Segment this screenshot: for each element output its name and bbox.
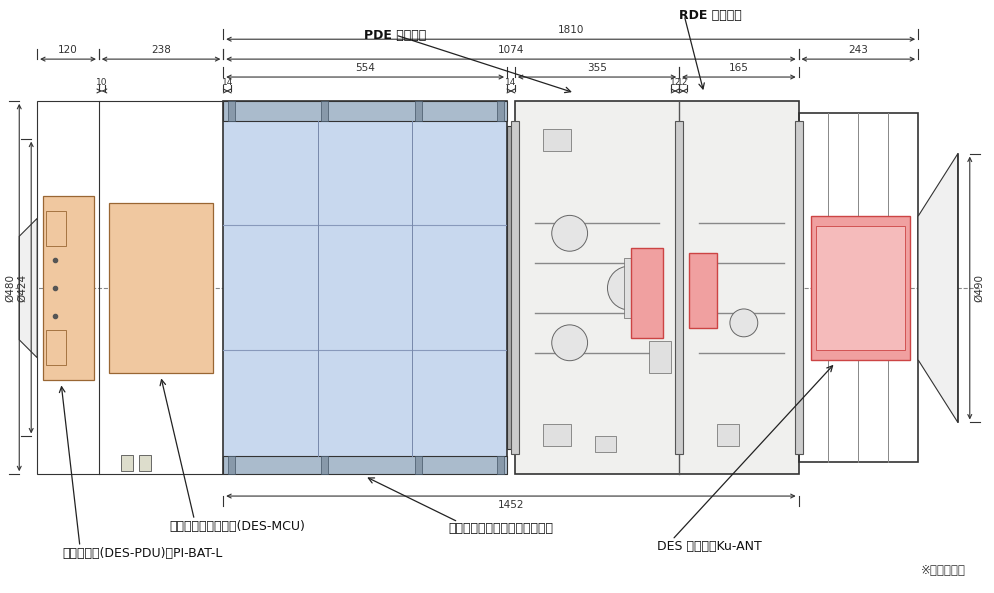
Bar	[511, 121, 519, 454]
Text: Ø424: Ø424	[17, 273, 27, 302]
Bar	[228, 456, 235, 474]
Bar	[496, 101, 504, 121]
Polygon shape	[917, 154, 957, 422]
Text: ※寸法は概略: ※寸法は概略	[920, 564, 965, 577]
Text: 120: 120	[58, 45, 78, 55]
Bar	[320, 101, 327, 121]
Bar	[689, 253, 717, 328]
Text: PDE ノズル部: PDE ノズル部	[364, 29, 426, 42]
Bar	[120, 455, 132, 471]
Text: 電力分配器(DES-PDU)・PI-BAT-L: 電力分配器(DES-PDU)・PI-BAT-L	[62, 547, 223, 560]
Bar	[414, 101, 421, 121]
Text: DES カメラ・Ku-ANT: DES カメラ・Ku-ANT	[657, 540, 761, 553]
Bar	[810, 216, 910, 360]
Polygon shape	[19, 218, 37, 358]
Bar	[624, 258, 646, 318]
Bar	[108, 203, 213, 372]
Text: 10: 10	[96, 78, 107, 87]
Text: 165: 165	[729, 63, 748, 73]
Text: 238: 238	[151, 45, 171, 55]
Bar	[228, 101, 235, 121]
Text: 355: 355	[586, 63, 606, 73]
Bar	[675, 121, 683, 454]
Bar	[223, 456, 507, 474]
Text: 1074: 1074	[497, 45, 524, 55]
Bar	[43, 196, 93, 380]
Bar	[414, 456, 421, 474]
Bar	[515, 101, 798, 474]
Bar	[320, 456, 327, 474]
Circle shape	[607, 266, 651, 310]
Circle shape	[552, 325, 587, 361]
Bar	[46, 211, 66, 246]
Text: 243: 243	[848, 45, 868, 55]
Bar	[543, 129, 571, 151]
Bar	[794, 121, 802, 454]
Bar	[223, 101, 507, 121]
Bar	[138, 455, 150, 471]
Bar	[507, 126, 515, 449]
Bar	[594, 436, 616, 452]
Bar	[717, 425, 739, 447]
Bar	[37, 101, 223, 474]
Bar	[46, 330, 66, 365]
Text: 12: 12	[677, 78, 688, 87]
Bar	[496, 456, 504, 474]
Circle shape	[552, 215, 587, 251]
Bar	[543, 425, 571, 447]
Text: 12: 12	[669, 78, 680, 87]
Bar	[223, 101, 507, 474]
Text: 14: 14	[222, 78, 233, 87]
Bar	[631, 248, 663, 338]
Text: メタン・酸素・窒素ガスタンク: メタン・酸素・窒素ガスタンク	[447, 522, 553, 535]
Bar	[815, 227, 905, 350]
Text: Ø490: Ø490	[973, 274, 983, 302]
Text: メインコンピュータ(DES-MCU): メインコンピュータ(DES-MCU)	[169, 520, 305, 533]
Text: 1452: 1452	[497, 500, 524, 510]
Text: RDE ノズル部: RDE ノズル部	[679, 9, 742, 23]
Bar	[798, 113, 917, 462]
Circle shape	[730, 309, 757, 337]
Text: Ø480: Ø480	[5, 273, 15, 302]
Text: 554: 554	[355, 63, 375, 73]
Bar	[649, 341, 671, 372]
Text: 1810: 1810	[557, 25, 583, 35]
Text: 14: 14	[505, 78, 516, 87]
